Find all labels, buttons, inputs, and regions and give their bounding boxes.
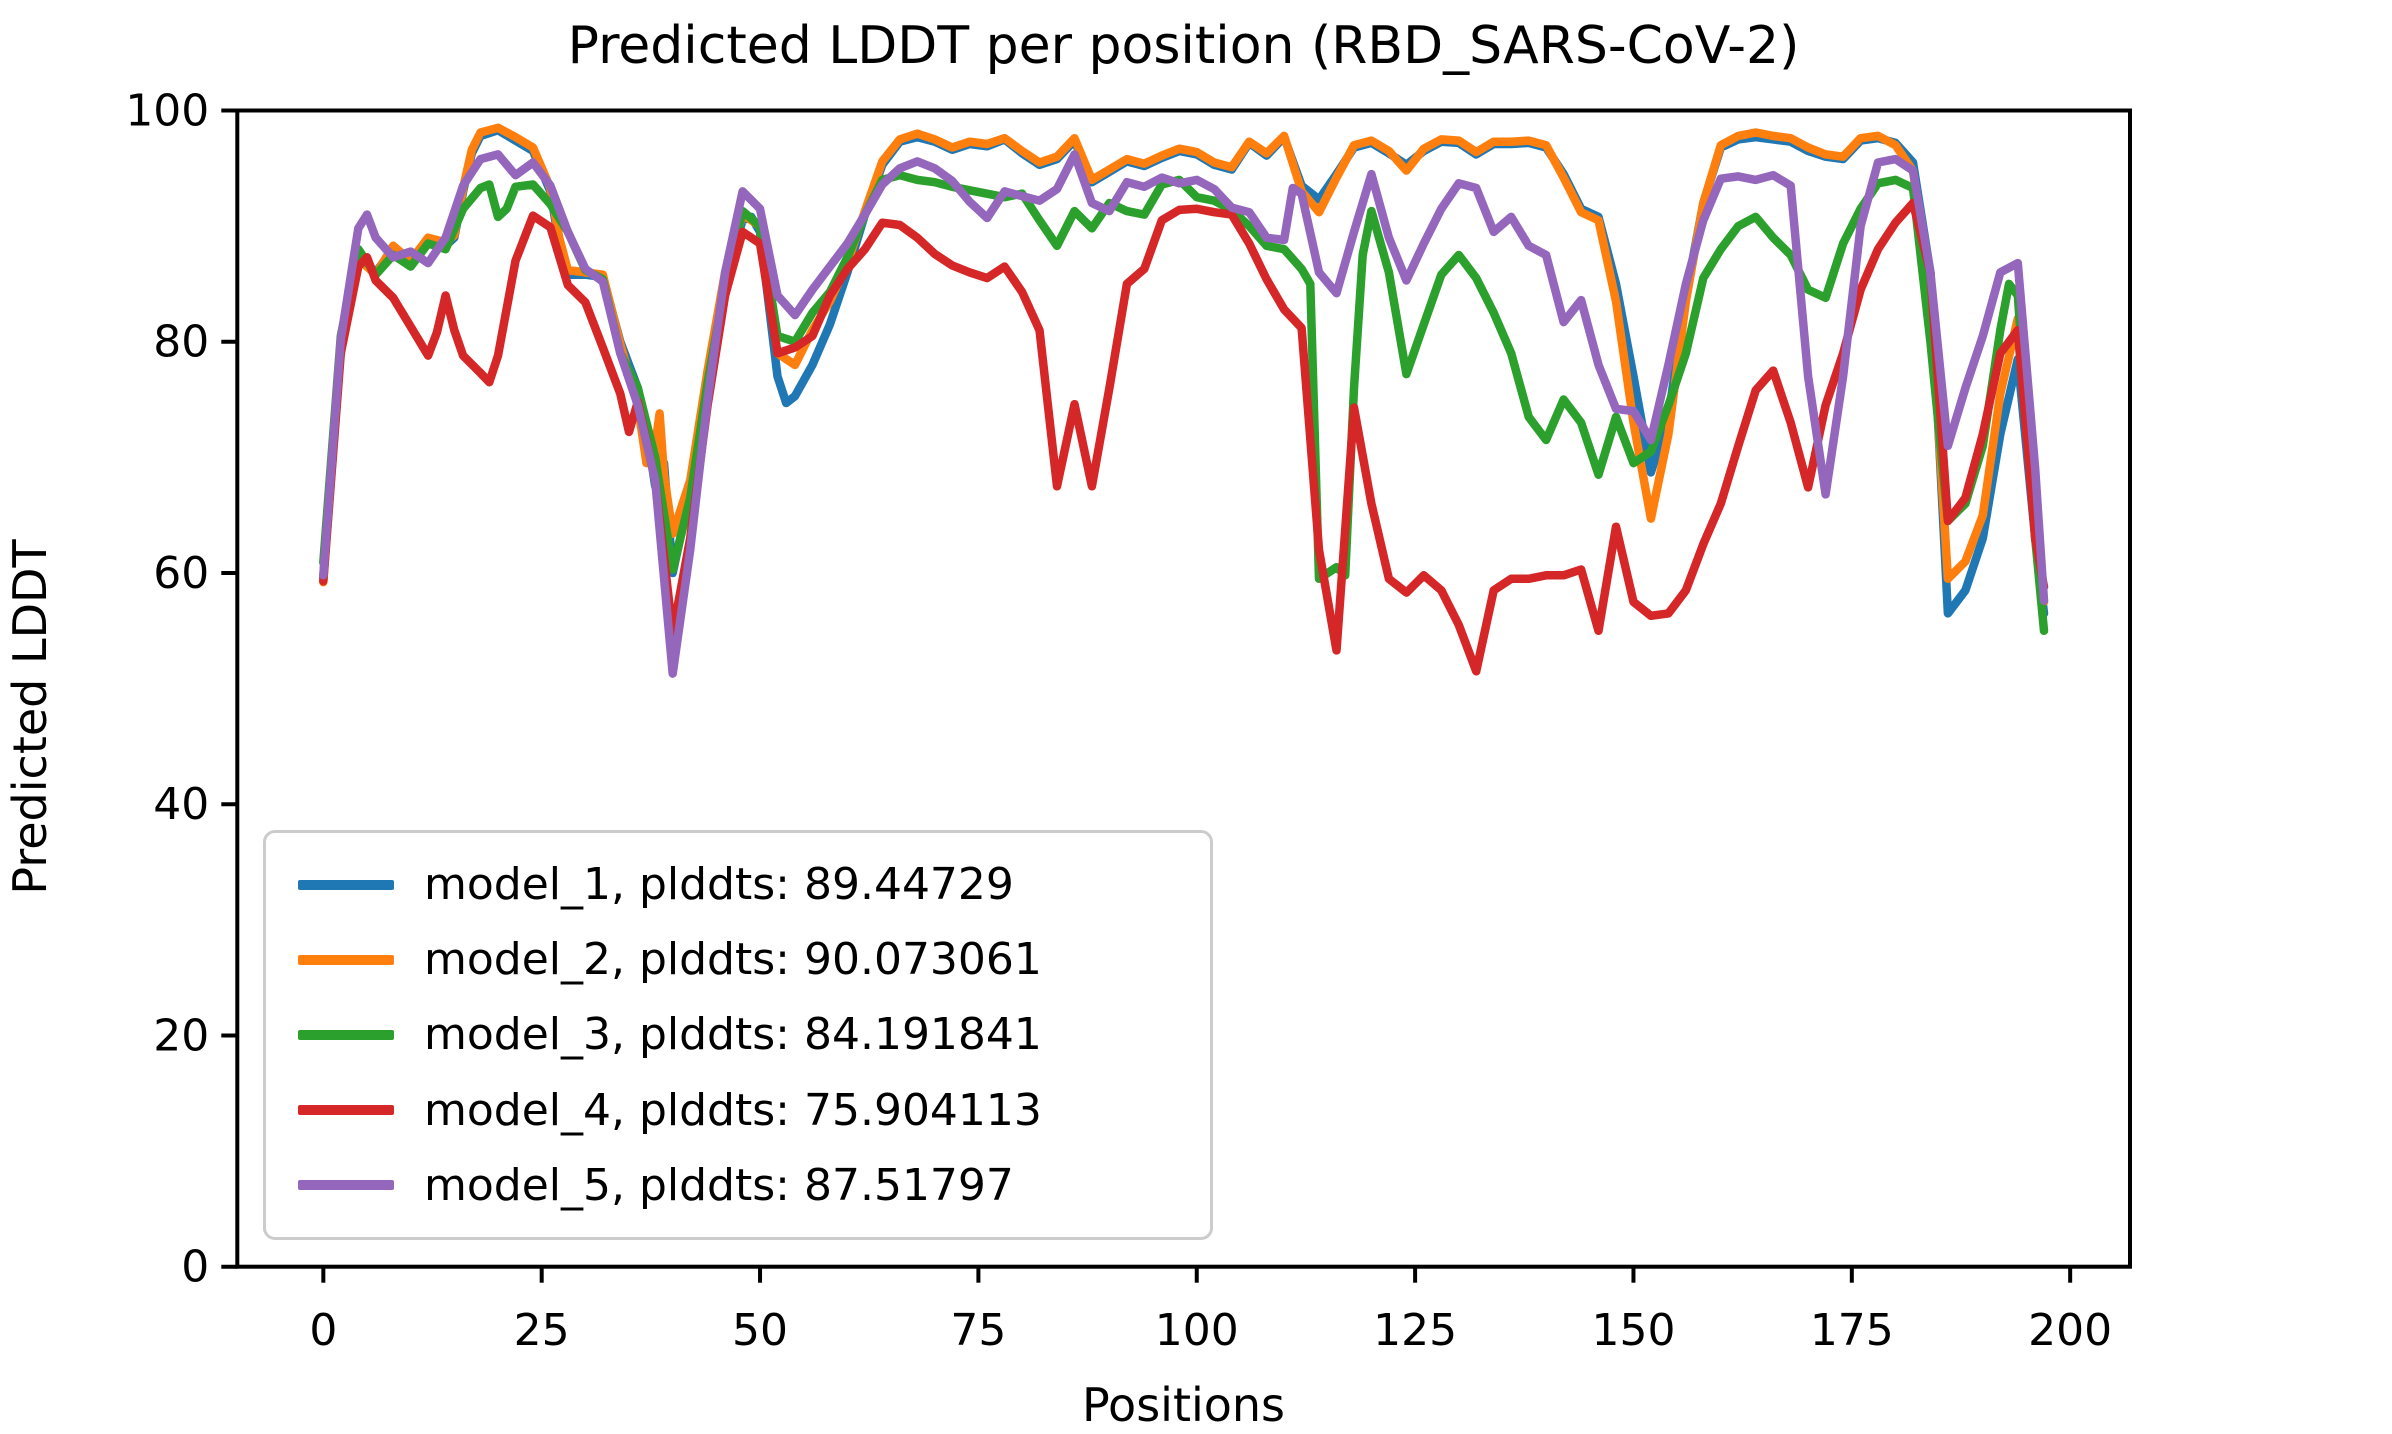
legend-box: model_1, plddts: 89.44729 model_2, plddts… <box>263 830 1213 1240</box>
series-line-model_4 <box>319 198 2049 676</box>
legend-swatch-model_4 <box>298 1105 394 1116</box>
x-tick-label: 75 <box>950 1305 1006 1356</box>
series-line-model_5 <box>319 150 2049 678</box>
legend-item-model_1: model_1, plddts: 89.44729 <box>266 849 1210 921</box>
y-tick-label: 0 <box>181 1242 209 1293</box>
legend-label: model_4, plddts: 75.904113 <box>424 1084 1042 1136</box>
y-tick-label: 100 <box>125 86 209 137</box>
x-tick-label: 0 <box>309 1305 337 1356</box>
x-tick-label: 175 <box>1810 1305 1894 1356</box>
series-line-model_1 <box>319 125 2049 618</box>
legend-item-model_3: model_3, plddts: 84.191841 <box>266 999 1210 1071</box>
x-tick-label: 100 <box>1155 1305 1239 1356</box>
y-tick-label: 20 <box>153 1010 209 1061</box>
legend-label: model_3, plddts: 84.191841 <box>424 1009 1042 1061</box>
legend-label: model_5, plddts: 87.51797 <box>424 1159 1014 1211</box>
legend-item-model_2: model_2, plddts: 90.073061 <box>266 924 1210 996</box>
chart-title: Predicted LDDT per position (RBD_SARS-Co… <box>567 16 1800 76</box>
x-tick-label: 200 <box>2028 1305 2112 1356</box>
x-tick-label: 150 <box>1591 1305 1675 1356</box>
legend-swatch-model_5 <box>298 1180 394 1191</box>
legend-swatch-model_1 <box>298 879 394 890</box>
legend-label: model_2, plddts: 90.073061 <box>424 934 1042 986</box>
legend-swatch-model_3 <box>298 1029 394 1040</box>
legend-item-model_4: model_4, plddts: 75.904113 <box>266 1074 1210 1146</box>
x-tick-label: 125 <box>1373 1305 1457 1356</box>
x-axis-label: Positions <box>1081 1378 1286 1432</box>
legend-item-model_5: model_5, plddts: 87.51797 <box>266 1149 1210 1221</box>
y-tick-label: 60 <box>153 548 209 599</box>
series-line-model_2 <box>319 123 2049 607</box>
x-tick-label: 25 <box>514 1305 570 1356</box>
x-tick-label: 50 <box>732 1305 788 1356</box>
legend-swatch-model_2 <box>298 954 394 965</box>
axes-spines <box>235 108 2132 1269</box>
legend-label: model_1, plddts: 89.44729 <box>424 859 1014 911</box>
y-tick-label: 40 <box>153 779 209 830</box>
y-tick-label: 80 <box>153 317 209 368</box>
y-axis-label: Predicted LDDT <box>3 539 57 895</box>
